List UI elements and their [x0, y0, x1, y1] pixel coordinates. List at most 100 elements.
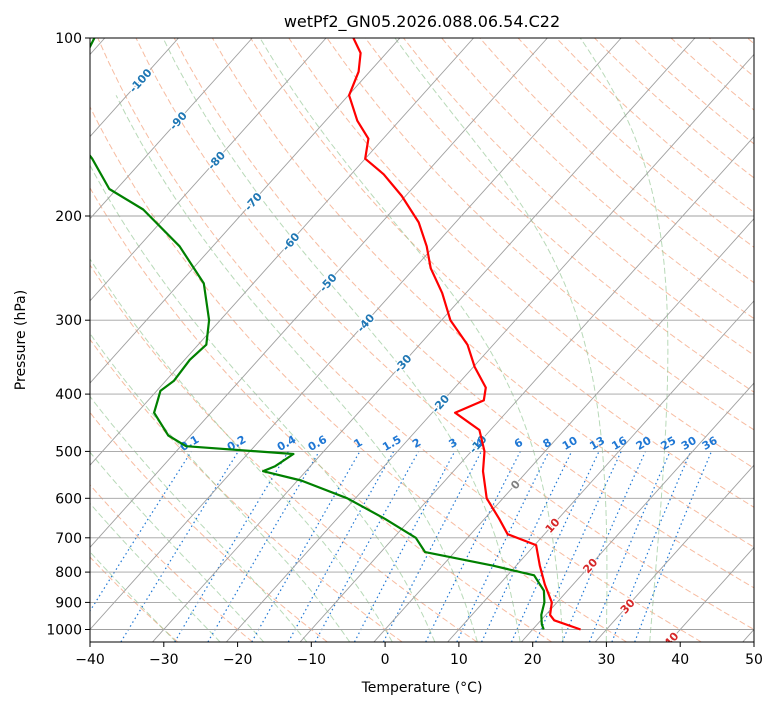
moist-adiabat — [90, 258, 393, 642]
isotherm-label: 40 — [662, 630, 682, 650]
dry-adiabat — [479, 38, 754, 284]
mixing-ratio-label: 25 — [659, 434, 679, 453]
mixing-ratio-line — [207, 451, 320, 642]
y-tick-label: 500 — [55, 444, 82, 460]
moist-adiabat — [259, 38, 564, 642]
mixing-ratio-label: 0.4 — [275, 433, 299, 454]
isotherms — [90, 38, 754, 642]
x-axis-label: Temperature (°C) — [361, 680, 483, 696]
x-tick-label: 30 — [597, 652, 615, 668]
y-axis-label: Pressure (hPa) — [13, 290, 29, 390]
moist-adiabat — [90, 502, 221, 642]
x-tick-label: 50 — [745, 652, 763, 668]
x-tick-label: 40 — [671, 652, 689, 668]
x-tick-label: 20 — [524, 652, 542, 668]
mixing-ratio-line — [174, 451, 289, 642]
x-tick-label: −40 — [75, 652, 105, 668]
moist-adiabat — [90, 451, 265, 642]
mixing-ratio-label: 1 — [352, 436, 365, 451]
moist-adiabat — [394, 38, 608, 642]
x-tick-label: 0 — [381, 652, 390, 668]
dry-adiabat — [403, 38, 754, 356]
dry-adiabat — [90, 484, 253, 642]
isotherm-line — [521, 382, 754, 642]
isotherm-line — [152, 38, 696, 642]
moist-adiabat — [90, 551, 177, 642]
moist-adiabats — [90, 38, 669, 642]
isotherm-line — [299, 135, 754, 642]
mixing-ratio-label: 20 — [634, 434, 654, 453]
dry-adiabat — [97, 38, 702, 642]
mixing-ratio-label: 0.6 — [306, 433, 330, 454]
y-tick-label: 600 — [55, 491, 82, 507]
chart-title: wetPf2_GN05.2026.088.06.54.C22 — [284, 12, 560, 32]
mixing-ratio-line — [634, 451, 713, 642]
isotherm-line — [90, 38, 548, 549]
isotherm-line — [668, 546, 754, 642]
mixing-ratio-line — [456, 451, 550, 642]
dewpoint-profile-line — [90, 38, 546, 630]
isotherm-line — [373, 218, 754, 642]
y-tick-label: 800 — [55, 565, 82, 581]
mixing-ratio-label: 10 — [560, 434, 580, 453]
y-tick-label: 100 — [55, 31, 82, 47]
mixing-ratio-line — [287, 451, 395, 642]
dry-adiabats — [90, 38, 754, 642]
x-tick-label: 10 — [450, 652, 468, 668]
mixing-ratio-label: 30 — [679, 434, 699, 453]
isotherm-line — [594, 464, 754, 642]
dry-adiabat — [594, 38, 754, 179]
mixing-ratio-label: 36 — [700, 434, 720, 453]
isotherm-line — [742, 628, 754, 642]
y-tick-label: 1000 — [46, 623, 82, 639]
dry-adiabat — [135, 38, 754, 631]
y-tick-label: 900 — [55, 595, 82, 611]
dry-adiabat — [747, 38, 754, 45]
moist-adiabat — [115, 95, 478, 642]
mixing-ratio-label: 6 — [512, 436, 525, 451]
mixing-ratio-line — [314, 451, 420, 642]
mixing-ratio-line — [481, 451, 573, 642]
moist-adiabat — [90, 332, 351, 642]
profile-lines — [90, 38, 581, 631]
isotherm-line — [90, 38, 474, 466]
dry-adiabat — [90, 264, 478, 642]
moist-adiabat — [90, 164, 436, 642]
temperature-profile-line — [348, 38, 581, 631]
dry-adiabat — [211, 38, 754, 548]
y-tick-label: 400 — [55, 387, 82, 403]
dry-adiabat — [326, 38, 754, 431]
plot-frame — [89, 37, 755, 643]
mixing-ratio-label: 2 — [410, 436, 423, 451]
mixing-ratio-line — [535, 451, 622, 642]
isobars — [90, 38, 754, 630]
y-axis-ticks: 1000 900 800 700 600 500 400 300 200 100 — [46, 31, 90, 639]
dry-adiabat — [670, 38, 754, 111]
moist-adiabat — [90, 395, 308, 642]
plot-area: -100-90-80-70-60-50-40-30-20-10010203040… — [90, 38, 754, 650]
dry-adiabat — [364, 38, 754, 393]
dry-adiabat — [90, 411, 328, 642]
dry-adiabat — [288, 38, 754, 469]
dry-adiabat — [517, 38, 754, 248]
mixing-ratio-line — [425, 451, 521, 642]
dry-adiabat — [173, 38, 754, 589]
x-tick-label: −20 — [223, 652, 253, 668]
mixing-ratio-lines — [90, 451, 713, 642]
mixing-ratio-line — [120, 451, 239, 642]
dry-adiabat — [90, 105, 627, 642]
mixing-ratio-line — [90, 451, 192, 613]
dry-adiabat — [555, 38, 754, 213]
isotherm-line — [90, 38, 327, 302]
moist-adiabat — [579, 38, 669, 642]
dry-adiabat — [250, 38, 754, 508]
isotherm-line — [90, 38, 401, 384]
x-tick-label: −30 — [149, 652, 179, 668]
isotherm-line — [225, 53, 754, 642]
isotherm-line — [90, 38, 622, 631]
dry-adiabat — [90, 186, 553, 642]
x-tick-label: −10 — [297, 652, 327, 668]
dry-adiabat — [90, 338, 403, 642]
y-tick-label: 200 — [55, 209, 82, 225]
